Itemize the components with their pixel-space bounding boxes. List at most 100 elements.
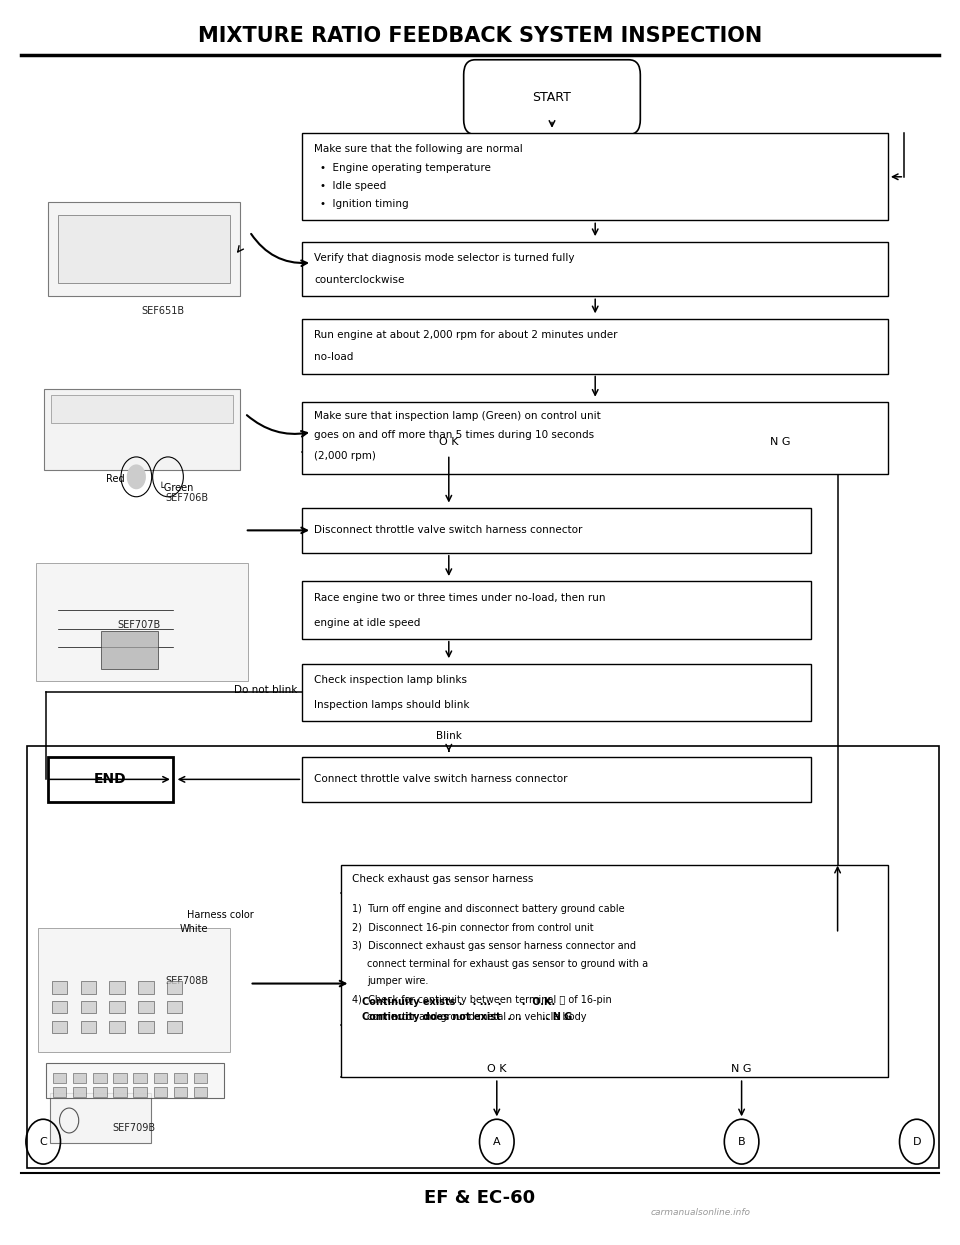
Bar — [167, 981, 182, 994]
Text: SEF709B: SEF709B — [113, 1123, 156, 1133]
FancyBboxPatch shape — [302, 133, 888, 220]
Text: 3)  Disconnect exhaust gas sensor harness connector and: 3) Disconnect exhaust gas sensor harness… — [352, 941, 636, 951]
Bar — [133, 1073, 147, 1083]
Text: Run engine at about 2,000 rpm for about 2 minutes under: Run engine at about 2,000 rpm for about … — [314, 330, 617, 340]
Text: •  Ignition timing: • Ignition timing — [320, 199, 408, 209]
Text: no-load: no-load — [314, 352, 353, 362]
Circle shape — [127, 464, 146, 489]
Text: Disconnect throttle valve switch harness connector: Disconnect throttle valve switch harness… — [314, 525, 583, 535]
Text: Connect throttle valve switch harness connector: Connect throttle valve switch harness co… — [314, 774, 567, 784]
Text: jumper wire.: jumper wire. — [367, 976, 428, 986]
FancyBboxPatch shape — [36, 563, 248, 681]
Bar — [93, 1087, 107, 1097]
Bar — [52, 981, 67, 994]
Bar — [138, 1021, 154, 1033]
Text: A: A — [493, 1137, 500, 1147]
Bar — [167, 1001, 182, 1013]
Text: connect terminal for exhaust gas sensor to ground with a: connect terminal for exhaust gas sensor … — [367, 959, 648, 969]
Text: goes on and off more than 5 times during 10 seconds: goes on and off more than 5 times during… — [314, 430, 594, 439]
Text: Check inspection lamp blinks: Check inspection lamp blinks — [314, 675, 467, 685]
Text: carmanualsonline.info: carmanualsonline.info — [651, 1208, 751, 1218]
Text: └Green: └Green — [158, 483, 194, 493]
FancyBboxPatch shape — [302, 508, 811, 553]
FancyBboxPatch shape — [464, 60, 640, 134]
Text: Harness color: Harness color — [187, 910, 254, 920]
FancyBboxPatch shape — [46, 1063, 224, 1098]
Text: C: C — [39, 1137, 47, 1147]
Text: Continuity exists .   . ...  .      .  O.K.: Continuity exists . . ... . . O.K. — [362, 997, 555, 1007]
Text: engine at idle speed: engine at idle speed — [314, 618, 420, 627]
Bar — [53, 1087, 66, 1097]
Text: Make sure that inspection lamp (Green) on control unit: Make sure that inspection lamp (Green) o… — [314, 411, 601, 421]
Bar — [174, 1087, 187, 1097]
FancyBboxPatch shape — [302, 319, 888, 374]
Bar — [113, 1073, 127, 1083]
Text: B: B — [738, 1137, 745, 1147]
Bar — [109, 1001, 125, 1013]
Text: N G: N G — [770, 437, 790, 447]
Text: SEF706B: SEF706B — [166, 493, 208, 503]
Bar — [81, 1001, 96, 1013]
Text: SEF651B: SEF651B — [142, 306, 184, 316]
Bar — [133, 1087, 147, 1097]
Text: D: D — [913, 1137, 921, 1147]
FancyBboxPatch shape — [50, 1093, 151, 1143]
Text: END: END — [94, 772, 127, 787]
Text: White: White — [180, 924, 208, 934]
Text: EF & EC-60: EF & EC-60 — [424, 1189, 536, 1206]
Bar — [194, 1087, 207, 1097]
FancyBboxPatch shape — [302, 581, 811, 639]
FancyBboxPatch shape — [44, 388, 240, 469]
Bar — [138, 1001, 154, 1013]
Bar — [93, 1073, 107, 1083]
FancyBboxPatch shape — [52, 396, 232, 423]
FancyBboxPatch shape — [48, 757, 173, 802]
Bar — [52, 1001, 67, 1013]
FancyBboxPatch shape — [302, 664, 811, 721]
Bar — [167, 1021, 182, 1033]
Text: Continuity does not exist  .  .      .. N G: Continuity does not exist . . .. N G — [362, 1012, 572, 1022]
Text: 4)  Check for continuity between terminal Ⓢ of 16-pin: 4) Check for continuity between terminal… — [352, 995, 612, 1005]
Text: (2,000 rpm): (2,000 rpm) — [314, 451, 375, 461]
Bar — [154, 1087, 167, 1097]
Text: 1)  Turn off engine and disconnect battery ground cable: 1) Turn off engine and disconnect batter… — [352, 904, 625, 914]
Text: Make sure that the following are normal: Make sure that the following are normal — [314, 144, 522, 154]
Bar — [52, 1021, 67, 1033]
Text: Do not blink: Do not blink — [234, 685, 298, 695]
Text: •  Idle speed: • Idle speed — [320, 181, 386, 190]
Text: Verify that diagnosis mode selector is turned fully: Verify that diagnosis mode selector is t… — [314, 253, 574, 263]
Text: SEF707B: SEF707B — [117, 620, 161, 630]
Text: START: START — [533, 91, 571, 103]
FancyBboxPatch shape — [302, 402, 888, 474]
Text: Inspection lamps should blink: Inspection lamps should blink — [314, 700, 469, 710]
Text: •  Engine operating temperature: • Engine operating temperature — [320, 163, 491, 173]
Bar — [73, 1087, 86, 1097]
Text: connector and ground metal on vehicle body: connector and ground metal on vehicle bo… — [367, 1012, 587, 1022]
Text: 2)  Disconnect 16-pin connector from control unit: 2) Disconnect 16-pin connector from cont… — [352, 923, 594, 933]
Bar — [174, 1073, 187, 1083]
Text: Red: Red — [106, 474, 124, 484]
FancyBboxPatch shape — [58, 214, 230, 283]
Bar — [109, 981, 125, 994]
Bar — [113, 1087, 127, 1097]
FancyBboxPatch shape — [341, 865, 888, 1077]
Bar — [154, 1073, 167, 1083]
Text: SEF708B: SEF708B — [166, 976, 208, 986]
Text: O K: O K — [439, 437, 459, 447]
Text: Blink: Blink — [436, 731, 462, 741]
Bar — [81, 981, 96, 994]
Text: O K: O K — [487, 1064, 507, 1074]
Bar — [194, 1073, 207, 1083]
Text: counterclockwise: counterclockwise — [314, 275, 404, 285]
Bar — [138, 981, 154, 994]
Bar — [109, 1021, 125, 1033]
FancyBboxPatch shape — [38, 928, 230, 1052]
FancyBboxPatch shape — [101, 631, 158, 669]
Text: Race engine two or three times under no-load, then run: Race engine two or three times under no-… — [314, 593, 606, 603]
FancyBboxPatch shape — [48, 202, 240, 295]
Text: MIXTURE RATIO FEEDBACK SYSTEM INSPECTION: MIXTURE RATIO FEEDBACK SYSTEM INSPECTION — [198, 26, 762, 46]
Text: N G: N G — [732, 1064, 752, 1074]
Bar — [73, 1073, 86, 1083]
FancyBboxPatch shape — [302, 757, 811, 802]
FancyBboxPatch shape — [302, 242, 888, 296]
